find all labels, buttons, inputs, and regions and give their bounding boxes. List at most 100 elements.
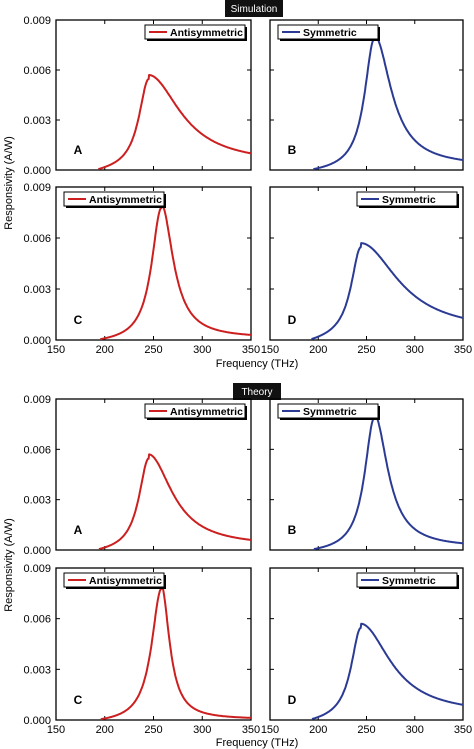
panel-letter: B (288, 523, 297, 537)
x-tick-label: 200 (309, 344, 327, 356)
x-tick-label: 200 (309, 724, 327, 736)
panel-theory-c: 150 200 250 300 350 0.000 0.003 0.006 0.009 C Anti… (23, 563, 260, 736)
banner-theory: Theory (233, 383, 281, 400)
x-tick-label: 150 (261, 724, 279, 736)
legend-label: Antisymmetric (170, 406, 243, 418)
plot-frame (269, 19, 464, 171)
y-tick-label: 0.006 (23, 65, 51, 77)
y-axis-title-theory: Responsivity (A/W) (3, 518, 15, 612)
panel-theory-d: 150 200 250 300 350 D Symmetric (261, 567, 472, 736)
x-tick-label: 150 (47, 724, 65, 736)
x-tick-label: 350 (242, 724, 260, 736)
banner-theory-text: Theory (241, 387, 272, 398)
panel-simulation-b: B Symmetric (269, 19, 464, 171)
x-tick-label: 300 (193, 344, 211, 356)
y-tick-label: 0.003 (23, 284, 51, 296)
x-tick-label: 150 (261, 344, 279, 356)
x-tick-label: 250 (144, 344, 162, 356)
x-axis-title-theory: Frequency (THz) (216, 737, 299, 749)
legend-label: Antisymmetric (170, 27, 243, 39)
legend-label: Symmetric (382, 194, 436, 206)
legend: Symmetric (356, 191, 459, 208)
y-tick-label: 0.003 (23, 115, 51, 127)
legend: Antisymmetric (144, 403, 247, 420)
y-tick-label: 0.009 (23, 182, 51, 194)
y-tick-label: 0.009 (23, 15, 51, 27)
legend-box (144, 403, 246, 419)
legend: Antisymmetric (144, 24, 247, 41)
x-tick-label: 200 (96, 344, 114, 356)
banner-simulation: Simulation (225, 0, 283, 17)
panels: 0.000 0.003 0.006 0.009 A Antisymmetric B Symme… (23, 15, 472, 736)
legend-label: Antisymmetric (89, 575, 162, 587)
plot-frame (269, 398, 464, 551)
legend: Antisymmetric (63, 572, 166, 589)
series-line-symmetric (311, 242, 464, 341)
panel-letter: B (288, 143, 297, 157)
x-tick-label: 300 (406, 724, 424, 736)
plot-frame (55, 186, 252, 341)
y-tick-label: 0.000 (23, 715, 51, 727)
x-tick-label: 150 (47, 344, 65, 356)
legend-box (277, 24, 379, 40)
panel-letter: C (74, 693, 83, 707)
y-axis-title-simulation: Responsivity (A/W) (3, 136, 15, 230)
legend: Symmetric (277, 403, 380, 420)
panel-letter: C (74, 313, 83, 327)
series-line-antisymmetric (99, 203, 252, 341)
series-line-antisymmetric (98, 453, 252, 551)
y-tick-label: 0.009 (23, 394, 51, 406)
legend-box (144, 24, 246, 40)
panel-theory-b: B Symmetric (269, 398, 464, 551)
banner-simulation-text: Simulation (231, 4, 278, 15)
y-tick-label: 0.006 (23, 233, 51, 245)
series-line-antisymmetric (100, 584, 252, 721)
x-axis-title-simulation: Frequency (THz) (216, 358, 299, 370)
panel-letter: D (288, 693, 297, 707)
legend: Symmetric (277, 24, 380, 41)
legend: Symmetric (356, 572, 459, 589)
panel-theory-a: 0.000 0.003 0.006 0.009 A Antisymmetric (23, 394, 252, 557)
panel-letter: A (74, 523, 83, 537)
y-tick-label: 0.006 (23, 614, 51, 626)
plot-frame (55, 567, 252, 721)
y-tick-label: 0.006 (23, 444, 51, 456)
plot-frame (269, 186, 464, 341)
x-tick-label: 350 (242, 344, 260, 356)
y-tick-label: 0.003 (23, 664, 51, 676)
plot-frame (55, 398, 252, 551)
legend-box (63, 191, 165, 207)
panel-letter: A (74, 143, 83, 157)
series-line-symmetric (313, 413, 464, 551)
x-tick-label: 250 (357, 344, 375, 356)
legend: Antisymmetric (63, 191, 166, 208)
x-tick-label: 300 (406, 344, 424, 356)
series-line-symmetric (311, 622, 464, 721)
x-tick-label: 300 (193, 724, 211, 736)
series-line-symmetric (312, 34, 464, 171)
x-tick-label: 350 (454, 724, 472, 736)
y-tick-label: 0.000 (23, 165, 51, 177)
y-tick-label: 0.000 (23, 545, 51, 557)
legend-label: Symmetric (382, 575, 436, 587)
panel-simulation-d: 150 200 250 300 350 D Symmetric (261, 186, 472, 356)
legend-box (63, 572, 165, 588)
x-tick-label: 250 (357, 724, 375, 736)
y-tick-label: 0.009 (23, 563, 51, 575)
x-tick-label: 250 (144, 724, 162, 736)
legend-label: Symmetric (303, 27, 357, 39)
panel-letter: D (288, 313, 297, 327)
series-line-antisymmetric (97, 74, 252, 171)
legend-box (277, 403, 379, 419)
legend-label: Antisymmetric (89, 194, 162, 206)
legend-box (356, 191, 458, 207)
panel-simulation-c: 150 200 250 300 350 0.000 0.003 0.006 0.009 C Anti… (23, 182, 260, 356)
y-tick-label: 0.000 (23, 335, 51, 347)
legend-label: Symmetric (303, 406, 357, 418)
y-tick-label: 0.003 (23, 495, 51, 507)
panel-simulation-a: 0.000 0.003 0.006 0.009 A Antisymmetric (23, 15, 252, 177)
legend-box (356, 572, 458, 588)
x-tick-label: 350 (454, 344, 472, 356)
plot-frame (55, 19, 252, 171)
